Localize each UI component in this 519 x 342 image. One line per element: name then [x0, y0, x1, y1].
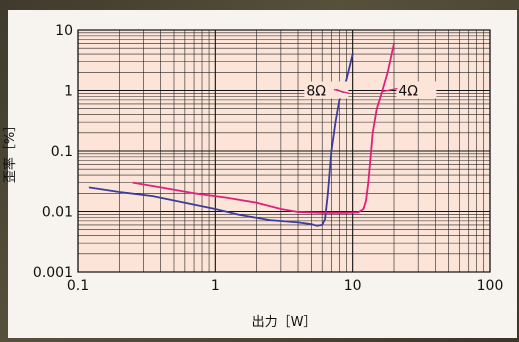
y-tick-label: 0.1	[51, 144, 73, 160]
annotation-8ohm: 8Ω	[306, 84, 326, 100]
series-line	[88, 53, 354, 227]
annotation-leader	[382, 87, 398, 93]
x-tick-label: 1	[211, 278, 220, 294]
annotation-background	[304, 81, 349, 99]
plot-frame	[77, 29, 491, 273]
x-tick-label: 0.1	[67, 278, 89, 294]
annotation-4ohm: 4Ω	[398, 84, 418, 100]
series-line	[132, 43, 395, 214]
x-tick-label: 100	[477, 278, 504, 294]
y-tick-label: 0.001	[33, 265, 73, 281]
y-tick-label: 10	[55, 23, 73, 39]
y-tick-labels: 0.001 0.01 0.1 1 10	[33, 23, 73, 281]
series-layer	[88, 43, 395, 227]
annotation-background	[396, 81, 437, 99]
y-axis-label: 歪率［%］	[2, 119, 18, 183]
y-tick-label: 0.01	[42, 205, 73, 221]
x-tick-labels: 0.1 1 10 100	[67, 278, 504, 294]
annotation-leader	[333, 88, 350, 95]
x-tick-label: 10	[344, 278, 362, 294]
y-tick-label: 1	[64, 84, 73, 100]
annotation-layer: 8Ω 4Ω	[304, 81, 437, 100]
x-axis-label: 出力［W］	[252, 315, 317, 330]
